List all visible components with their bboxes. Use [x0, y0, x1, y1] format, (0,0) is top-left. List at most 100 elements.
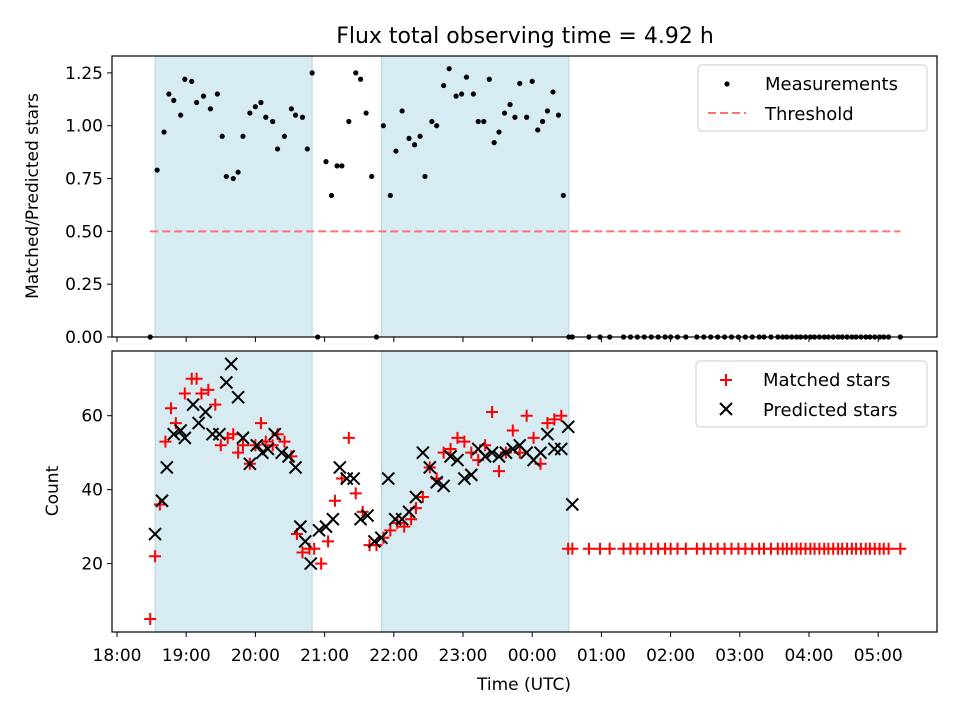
measurement-point: [387, 192, 393, 199]
x-tick-label: 01:00: [577, 646, 626, 666]
measurement-point: [270, 118, 276, 125]
measurement-point: [154, 167, 160, 173]
predicted-star-point: [443, 449, 458, 464]
predicted-star-point: [353, 512, 368, 526]
predicted-star-point: [360, 508, 375, 523]
bottom-x-axis: 18:00 19:00 20:00 21:00 22:00 23:00 00:00 01:00…: [93, 632, 903, 666]
measurement-point: [339, 163, 345, 169]
matched-star-point: [894, 542, 907, 555]
measurement-point: [240, 133, 246, 139]
measurement-point: [491, 140, 497, 146]
measurement-point: [539, 118, 546, 125]
measurement-point: [393, 148, 399, 154]
matched-star-point: [370, 539, 383, 552]
legend-label-predicted: Predicted stars: [763, 400, 897, 421]
measurement-point: [189, 78, 195, 84]
predicted-star-point: [561, 420, 575, 434]
measurement-point: [171, 97, 177, 103]
top-legend: Measurements Threshold: [697, 64, 928, 132]
predicted-star-point: [506, 442, 520, 456]
predicted-star-point: [464, 468, 479, 482]
predicted-star-point: [191, 416, 206, 430]
matched-star-point: [349, 487, 362, 500]
matched-star-point: [492, 465, 505, 478]
measurement-point: [334, 163, 340, 169]
measurement-point: [441, 82, 447, 89]
matched-star-point: [214, 439, 227, 452]
predicted-star-point: [554, 442, 568, 456]
measurement-point: [207, 106, 214, 112]
matched-star-point: [882, 542, 895, 555]
legend-marker-matched: [720, 374, 732, 386]
measurement-point: [369, 173, 375, 180]
x-tick-label: 03:00: [715, 646, 764, 666]
predicted-star-point: [160, 460, 174, 475]
bottom-axes-frame: [111, 350, 938, 633]
top-x-ticks: [116, 337, 879, 342]
predicted-star-point: [212, 427, 227, 441]
top-y-axis: 0.00 0.25 0.50 0.75 1.00 1.25: [65, 64, 112, 348]
measurement-point: [529, 78, 535, 84]
bottom-panel: 20 40 60 18:00 19:00 20:00 21:00 22:00 23:00 00:…: [43, 350, 938, 695]
matched-star-point: [527, 431, 540, 444]
measurement-point: [422, 173, 428, 180]
measurement-point: [281, 133, 288, 139]
measurement-point: [230, 175, 236, 182]
matched-star-point: [506, 424, 519, 437]
shaded-interval: [154, 350, 313, 633]
measurement-point: [481, 118, 487, 125]
predicted-star-point: [478, 449, 492, 464]
predicted-star-point: [298, 534, 312, 549]
measurement-point: [178, 112, 184, 118]
star-count-points: [144, 357, 907, 626]
x-tick-label: 04:00: [785, 646, 834, 666]
predicted-star-point: [416, 445, 430, 460]
x-tick-label: 19:00: [162, 646, 211, 666]
matched-star-point: [202, 383, 215, 396]
measurement-point: [453, 93, 459, 99]
y-tick-label: 0.00: [65, 328, 103, 348]
predicted-star-point: [333, 460, 347, 475]
y-tick-label: 60: [81, 407, 103, 427]
legend-label-threshold: Threshold: [764, 104, 854, 125]
predicted-star-point: [274, 445, 289, 460]
predicted-star-point: [423, 460, 437, 475]
measurement-point: [304, 146, 310, 152]
matched-star-point: [236, 439, 249, 452]
measurement-point: [399, 108, 405, 114]
measurement-point: [501, 110, 508, 116]
matched-star-point: [679, 542, 692, 555]
matched-star-point: [164, 402, 177, 415]
measurement-point: [346, 118, 352, 125]
measurement-point: [193, 99, 200, 106]
matched-star-point: [566, 542, 579, 555]
measurement-point: [363, 110, 369, 116]
predicted-star-point: [250, 438, 264, 452]
predicted-star-point: [178, 431, 192, 445]
measurement-point: [544, 108, 551, 114]
predicted-star-point: [367, 534, 382, 549]
top-legend-box: [697, 64, 928, 132]
matched-star-point: [444, 442, 457, 455]
x-tick-label: 23:00: [439, 646, 488, 666]
matched-star-point: [548, 413, 561, 426]
legend-marker-predicted: [719, 402, 733, 416]
measurement-point: [560, 192, 566, 199]
measurement-point: [411, 142, 418, 148]
y-tick-label: 1.25: [65, 64, 103, 84]
x-tick-label: 02:00: [646, 646, 695, 666]
measurement-point: [357, 76, 364, 82]
matched-star-point: [451, 431, 464, 444]
x-tick-label: 00:00: [508, 646, 557, 666]
measurement-point: [496, 129, 502, 135]
y-tick-label: 0.50: [65, 222, 103, 242]
predicted-star-point: [326, 512, 340, 526]
measurement-point: [459, 91, 465, 97]
y-tick-label: 0.25: [65, 275, 103, 295]
measurement-point: [323, 159, 329, 165]
predicted-star-point: [499, 445, 513, 460]
matched-star-point: [315, 557, 328, 570]
measurement-point: [380, 123, 387, 129]
matched-star-point: [328, 494, 341, 507]
bottom-legend: Matched stars Predicted stars: [695, 360, 928, 428]
